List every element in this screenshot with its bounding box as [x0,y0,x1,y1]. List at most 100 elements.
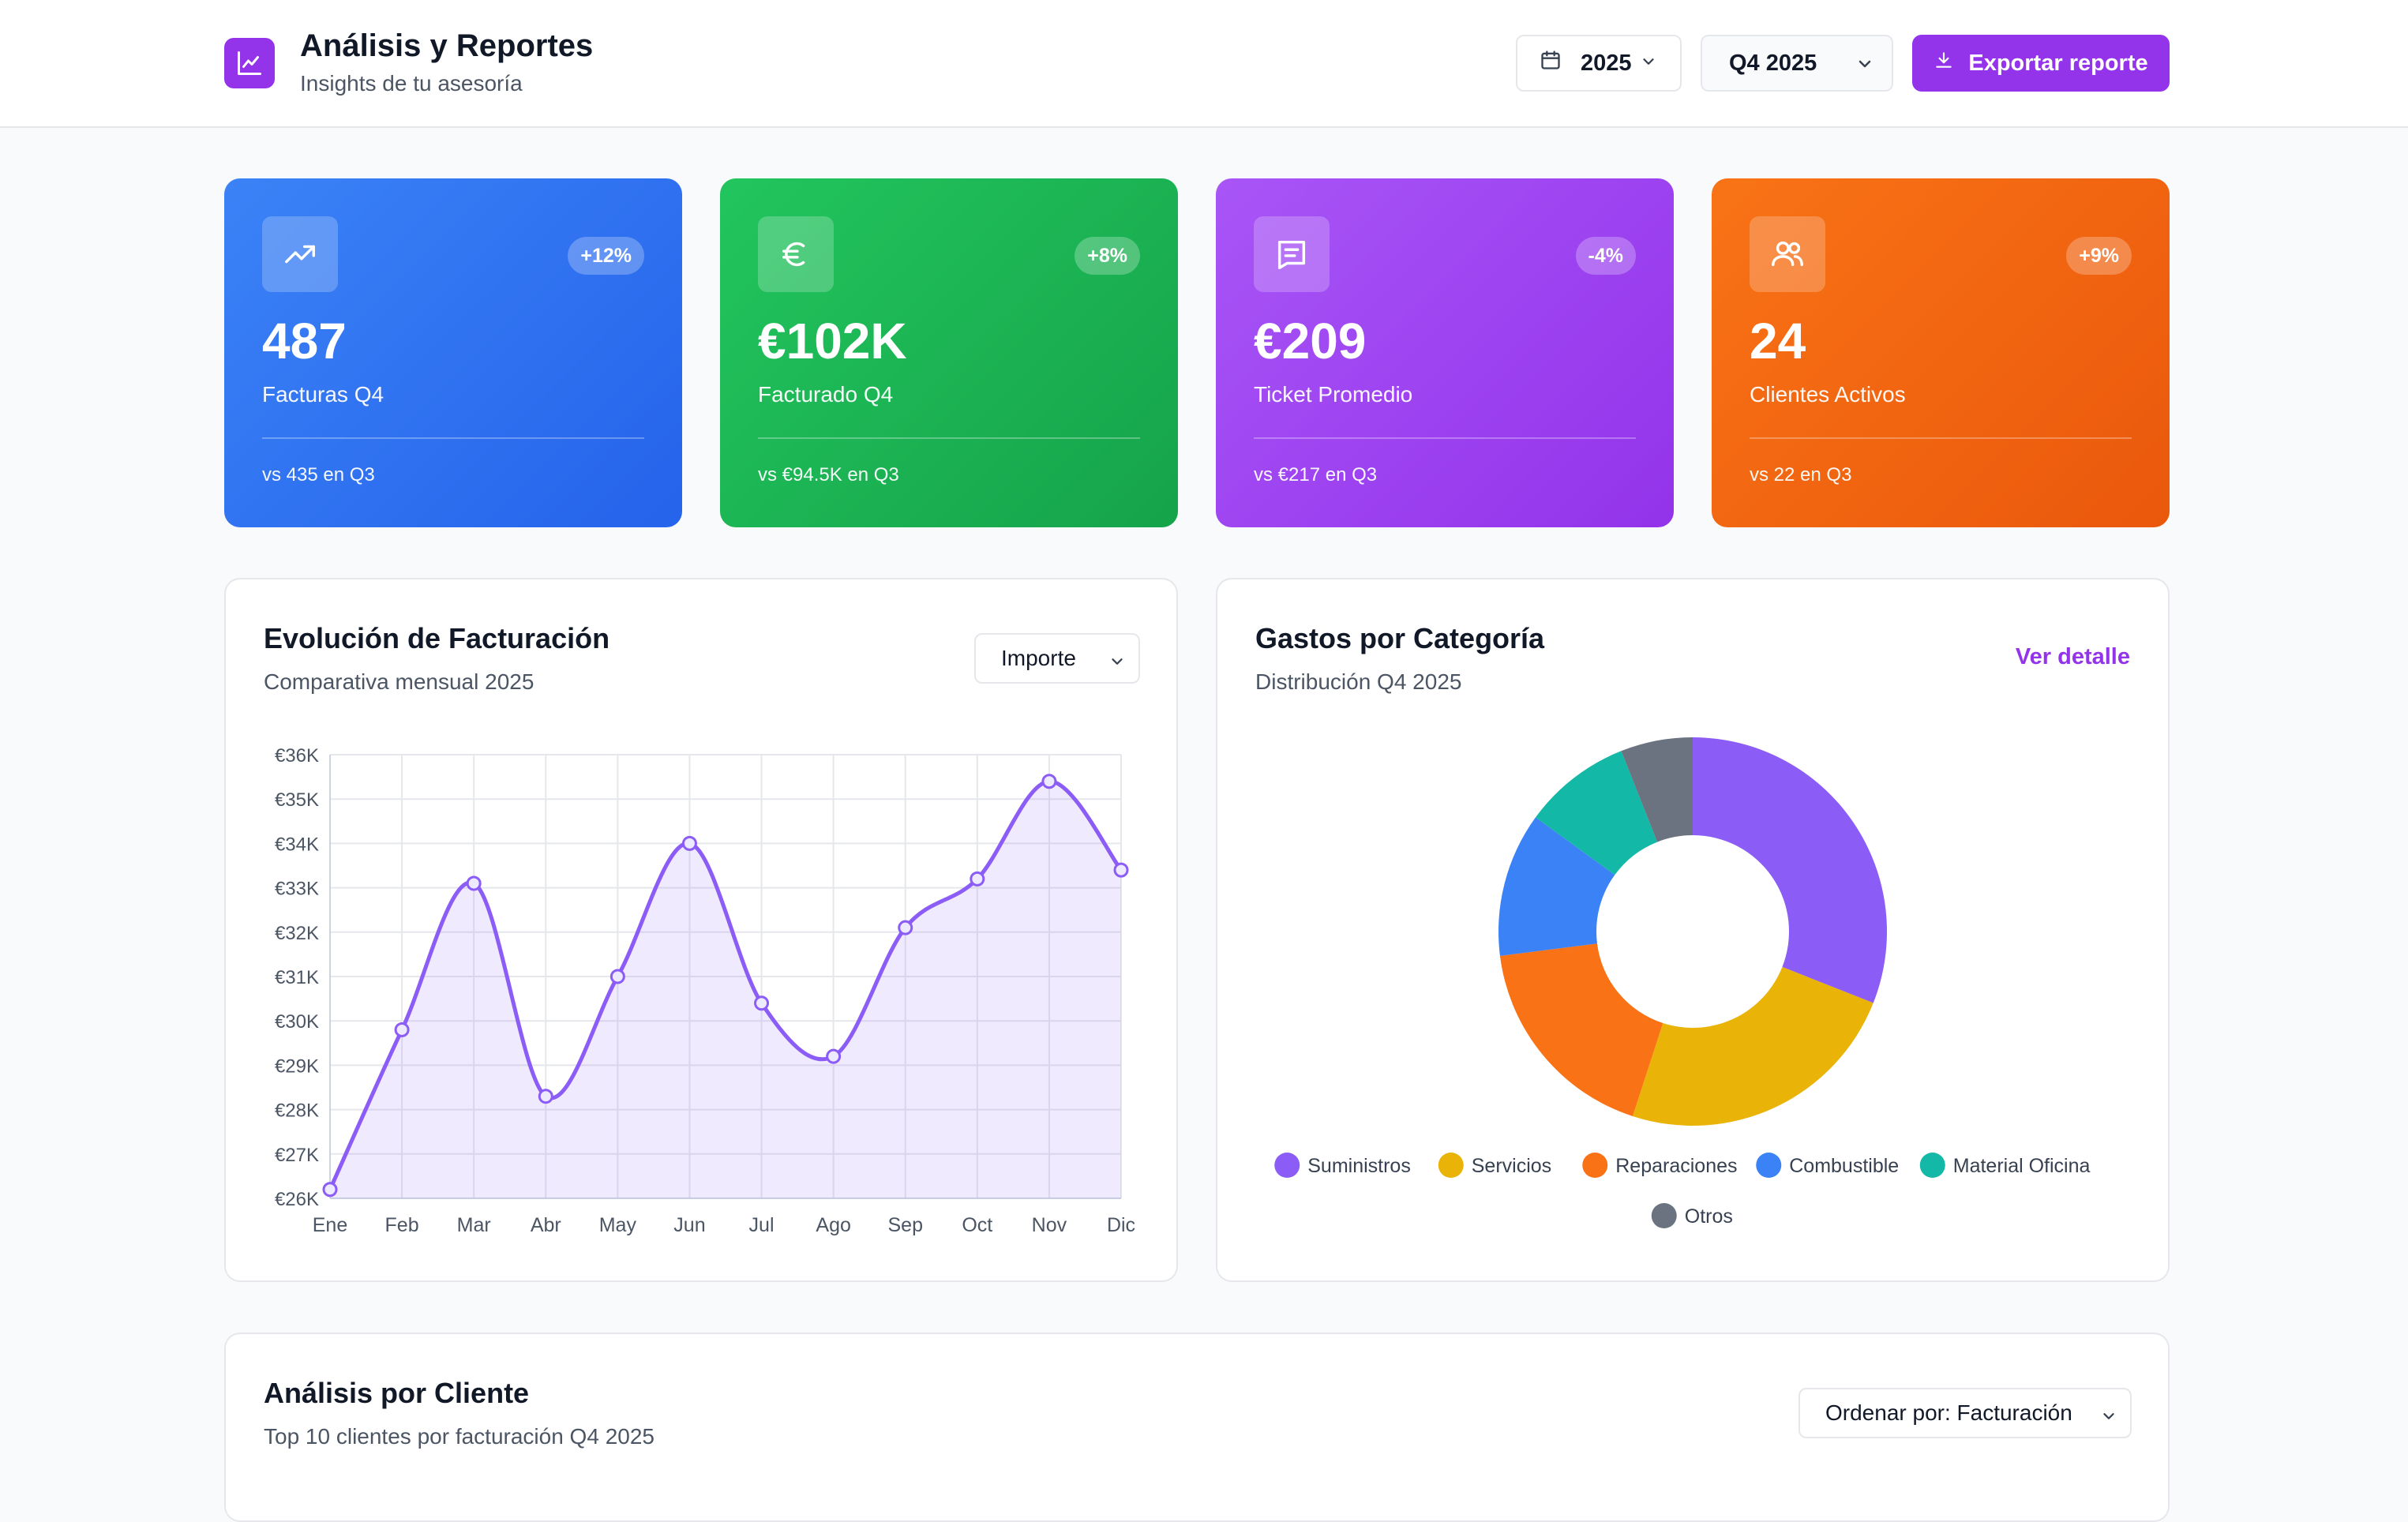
year-selector[interactable]: 2025 [1516,35,1682,92]
data-point [394,1022,410,1037]
kpi-comparison: vs €217 en Q3 [1254,464,1378,485]
chevron-down-icon [1855,54,1874,80]
y-tick-label: €28K [275,1100,319,1122]
euro-icon [758,216,834,292]
data-point [538,1089,553,1104]
kpi-change-badge: +8% [1075,237,1140,275]
data-point [826,1048,842,1064]
x-tick-label: Ago [816,1214,850,1236]
receipt-icon [1254,216,1330,292]
y-tick-label: €35K [275,789,319,811]
kpi-comparison: vs 22 en Q3 [1750,464,1852,485]
kpi-divider [758,437,1140,439]
data-point [322,1182,338,1198]
calendar-icon [1540,49,1562,77]
y-tick-label: €29K [275,1055,319,1077]
kpi-comparison: vs 435 en Q3 [262,464,375,485]
y-tick-label: €27K [275,1145,319,1166]
legend-label: Servicios [1472,1155,1551,1177]
legend-label: Otros [1685,1205,1733,1228]
kpi-divider [1750,437,2132,439]
series-area [330,781,1121,1198]
kpi-value: 24 [1750,313,1806,369]
legend-label: Combustible [1789,1155,1899,1177]
data-point [1041,774,1057,789]
sort-select[interactable]: Ordenar por: Facturación [1798,1388,2132,1438]
kpi-label: Clientes Activos [1750,382,1906,407]
legend-label: Reparaciones [1615,1155,1737,1177]
x-tick-label: Dic [1107,1214,1135,1236]
y-tick-label: €36K [275,745,319,767]
metric-value: Importe [1001,646,1076,670]
legend-swatch [1756,1153,1782,1178]
billing-evolution-panel: Evolución de Facturación Comparativa men… [224,578,1178,1282]
kpi-card-invoices: +12% 487 Facturas Q4 vs 435 en Q3 [224,178,682,527]
donut-slice [1621,737,1693,842]
data-point [610,969,625,984]
kpi-value: 487 [262,313,347,369]
kpi-change-badge: +9% [2066,237,2132,275]
expenses-donut-chart: Suministros Servicios Reparaciones Combusti… [1274,737,2091,1228]
quarter-select[interactable]: Q4 2025 [1701,35,1893,92]
view-detail-link[interactable]: Ver detalle [2015,644,2130,669]
kpi-value: €102K [758,313,907,369]
x-tick-label: Abr [531,1214,561,1236]
donut-slice [1499,943,1663,1116]
page-title: Análisis y Reportes [300,28,594,63]
top-header: Análisis y Reportes Insights de tu aseso… [0,0,2408,128]
chevron-down-icon [1640,51,1657,77]
legend-swatch [1274,1153,1300,1178]
client-analysis-panel: Análisis por Cliente Top 10 clientes por… [224,1333,2170,1522]
users-icon [1750,216,1825,292]
panel-title: Análisis por Cliente [264,1377,530,1409]
y-tick-label: €34K [275,834,319,855]
chart-line-icon [224,38,275,88]
metric-select[interactable]: Importe [974,633,1140,684]
data-point [754,995,770,1011]
x-tick-label: Oct [962,1214,992,1236]
x-tick-label: May [599,1214,637,1236]
legend-label: Material Oficina [1953,1155,2091,1177]
donut-slice [1693,737,1887,1003]
billing-line-chart: €26K €27K €28K €29K €30K €31K €32K €33K €34K €35K… [275,745,1135,1236]
kpi-card-billed: +8% €102K Facturado Q4 vs €94.5K en Q3 [720,178,1178,527]
kpi-value: €209 [1254,313,1367,369]
kpi-label: Facturas Q4 [262,382,384,407]
x-tick-label: Ene [313,1214,347,1236]
donut-slice [1535,751,1658,875]
export-report-button[interactable]: Exportar reporte [1912,35,2170,92]
data-point [1113,862,1129,878]
kpi-label: Facturado Q4 [758,382,894,407]
kpi-change-badge: -4% [1575,237,1636,275]
x-tick-label: Feb [385,1214,419,1236]
export-label: Exportar reporte [1968,50,2148,76]
chevron-down-icon [2100,1405,2117,1430]
quarter-value: Q4 2025 [1729,50,1817,76]
x-tick-label: Sep [887,1214,922,1236]
panel-title: Evolución de Facturación [264,622,610,654]
expenses-by-category-panel: Gastos por Categoría Distribución Q4 202… [1216,578,2170,1282]
legend-swatch [1438,1153,1464,1178]
kpi-card-active-clients: +9% 24 Clientes Activos vs 22 en Q3 [1712,178,2170,527]
kpi-divider [262,437,644,439]
donut-slice [1498,817,1615,956]
page-subtitle: Insights de tu asesoría [300,71,523,96]
sort-value: Ordenar por: Facturación [1825,1400,2072,1425]
data-point [466,875,482,891]
kpi-comparison: vs €94.5K en Q3 [758,464,899,485]
kpi-label: Ticket Promedio [1254,382,1413,407]
panel-subtitle: Distribución Q4 2025 [1255,669,1462,694]
data-point [898,920,913,935]
x-tick-label: Jun [673,1214,705,1236]
legend-label: Suministros [1307,1155,1411,1177]
y-tick-label: €31K [275,967,319,988]
download-icon [1934,50,1954,77]
chevron-down-icon [1108,650,1126,676]
kpi-card-avg-ticket: -4% €209 Ticket Promedio vs €217 en Q3 [1216,178,1674,527]
legend-swatch [1919,1153,1945,1178]
y-tick-label: €26K [275,1189,319,1210]
data-point [681,835,697,851]
legend-swatch [1651,1203,1677,1228]
y-tick-label: €32K [275,923,319,944]
y-tick-label: €33K [275,879,319,900]
